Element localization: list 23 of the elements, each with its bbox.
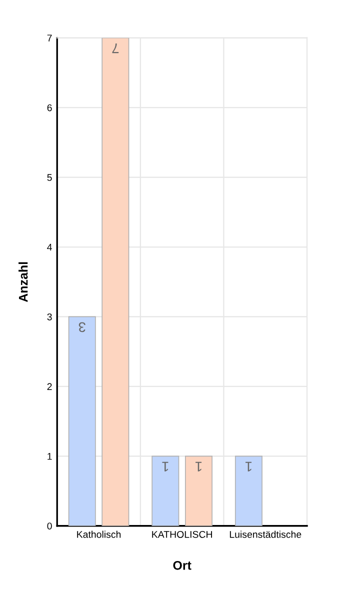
data-label: 1: [162, 462, 168, 472]
x-tick-label: Luisenstädtische: [230, 530, 302, 538]
y-tick-label: 7: [47, 34, 52, 42]
y-tick-label: 4: [47, 244, 52, 251]
data-label: 1: [196, 462, 202, 472]
bar: [102, 38, 130, 526]
data-label: 7: [112, 44, 119, 54]
y-tick-label: 2: [47, 383, 52, 390]
bar: [152, 456, 180, 526]
y-tick-label: 0: [47, 522, 52, 530]
x-tick-label: Katholisch: [77, 530, 121, 538]
y-axis-title: Anzahl: [18, 262, 28, 302]
x-tick-label: KATHOLISCH: [152, 530, 212, 538]
y-tick-label: 3: [47, 313, 52, 320]
data-label: 3: [78, 322, 86, 332]
bar: [184, 456, 212, 526]
y-tick-label: 5: [47, 174, 52, 181]
data-label: 1: [246, 462, 252, 472]
bar: [68, 316, 96, 526]
y-tick-label: 6: [47, 104, 52, 112]
y-tick-label: 1: [48, 452, 52, 460]
x-axis-title: Ort: [173, 560, 192, 570]
bar: [234, 456, 262, 526]
